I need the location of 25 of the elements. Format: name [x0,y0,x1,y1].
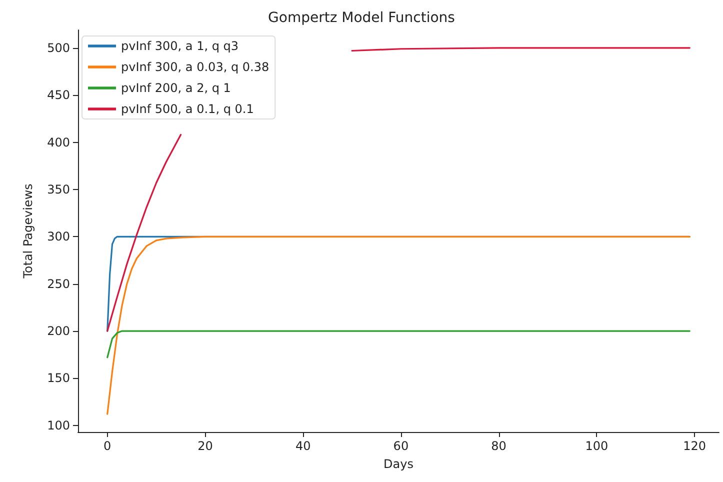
x-tick-label: 120 [683,439,706,453]
x-tick-label: 100 [585,439,608,453]
y-tick-label: 250 [47,276,70,291]
x-tick-label: 80 [491,439,506,453]
x-tick-label: 0 [104,439,112,453]
legend-label: pvInf 300, a 0.03, q 0.38 [121,60,270,74]
y-tick-label: 500 [47,40,70,55]
y-tick-label: 350 [47,182,70,196]
x-axis-title: Days [384,457,414,471]
y-tick-label: 150 [47,371,70,386]
legend-label: pvInf 500, a 0.1, q 0.1 [121,102,254,116]
legend-label: pvInf 200, a 2, q 1 [121,81,231,95]
x-tick-label: 60 [393,439,409,453]
y-tick-label: 300 [47,230,70,244]
y-tick-label: 100 [47,418,70,432]
y-tick-label: 400 [47,135,70,150]
y-tick-label: 200 [47,324,70,338]
legend-label: pvInf 300, a 1, q q3 [121,39,239,53]
x-tick-label: 40 [295,439,311,453]
chart-title: Gompertz Model Functions [268,10,455,26]
y-tick-label: 450 [47,88,70,102]
x-tick-label: 20 [198,439,213,453]
y-axis-title: Total Pageviews [21,184,35,280]
line-series [106,330,690,358]
line-series [106,236,690,415]
